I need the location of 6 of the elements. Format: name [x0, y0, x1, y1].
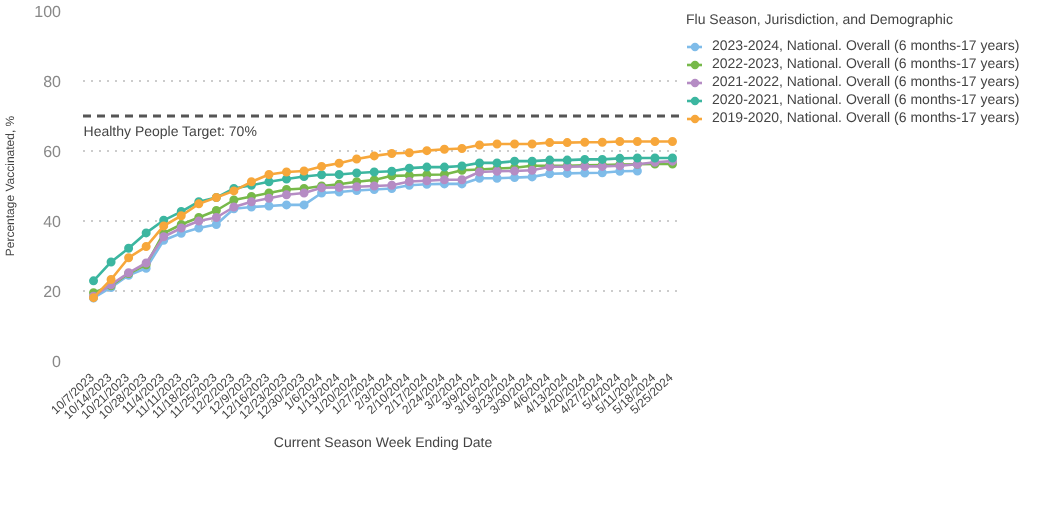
y-tick-label: 20 — [43, 283, 63, 301]
y-tick-label: 40 — [43, 213, 63, 231]
y-tick-label: 0 — [52, 353, 63, 371]
y-tick-label: 60 — [43, 143, 63, 161]
y-tick-label: 100 — [34, 3, 63, 21]
y-tick-label: 80 — [43, 73, 63, 91]
